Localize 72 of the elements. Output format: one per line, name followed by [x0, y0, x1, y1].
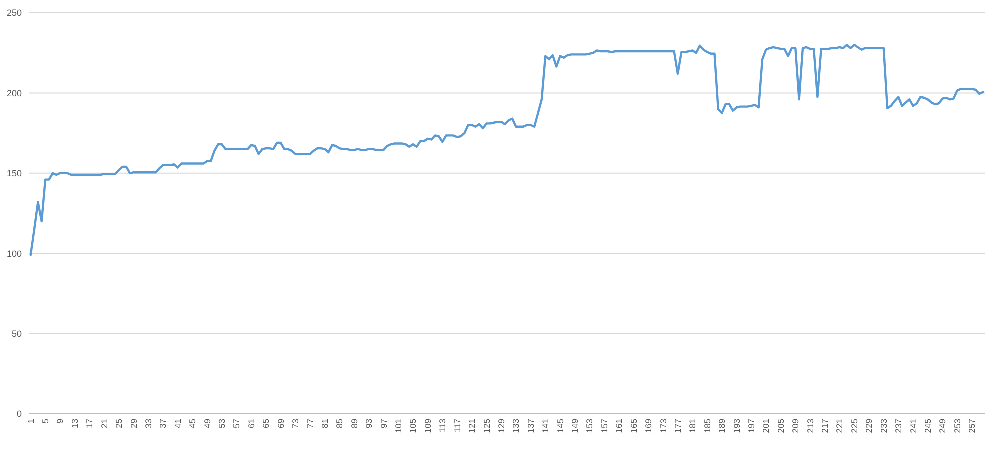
x-tick-label: 245: [922, 418, 933, 434]
x-tick-label: 21: [99, 418, 110, 428]
x-tick-label: 93: [364, 418, 374, 428]
x-tick-label: 145: [555, 418, 566, 434]
x-tick-label: 253: [952, 418, 962, 434]
x-tick-label: 193: [732, 418, 742, 434]
x-tick-label: 121: [467, 418, 478, 434]
x-tick-label: 49: [202, 418, 212, 428]
x-tick-label: 105: [408, 418, 418, 434]
x-tick-label: 125: [482, 418, 492, 434]
x-tick-label: 41: [172, 418, 183, 428]
x-tick-label: 197: [746, 418, 756, 434]
y-tick-label: 50: [12, 328, 22, 339]
x-tick-label: 161: [614, 418, 624, 434]
x-tick-label: 149: [570, 418, 580, 434]
y-tick-label: 100: [6, 248, 22, 259]
x-tick-label: 5: [40, 418, 51, 424]
x-tick-label: 1: [26, 418, 36, 424]
x-tick-label: 73: [290, 418, 301, 428]
x-tick-label: 165: [628, 418, 639, 434]
x-tick-label: 133: [511, 418, 522, 434]
x-tick-label: 37: [158, 418, 168, 428]
x-tick-label: 217: [820, 418, 830, 434]
x-tick-label: 173: [658, 418, 668, 434]
x-tick-label: 201: [761, 418, 772, 434]
x-tick-label: 57: [232, 418, 242, 428]
x-tick-label: 113: [438, 418, 448, 433]
y-tick-label: 200: [6, 88, 22, 98]
x-tick-label: 233: [878, 418, 889, 434]
x-tick-label: 205: [776, 418, 786, 434]
x-tick-label: 117: [452, 418, 462, 433]
x-tick-label: 257: [967, 418, 978, 434]
x-tick-label: 29: [128, 418, 139, 428]
x-tick-label: 97: [378, 418, 389, 428]
x-tick-label: 249: [938, 418, 948, 434]
y-tick-label: 250: [6, 8, 22, 18]
x-tick-label: 185: [702, 418, 712, 434]
x-tick-label: 181: [688, 418, 698, 434]
x-tick-label: 137: [526, 418, 536, 434]
x-tick-label: 153: [584, 418, 595, 434]
x-tick-label: 157: [599, 418, 610, 434]
x-tick-label: 81: [320, 418, 330, 428]
x-tick-label: 189: [717, 418, 728, 434]
x-tick-label: 177: [672, 418, 683, 434]
x-tick-label: 109: [422, 418, 433, 434]
x-tick-label: 129: [496, 418, 506, 434]
x-tick-label: 25: [114, 418, 124, 428]
x-tick-label: 65: [261, 418, 272, 428]
x-tick-label: 89: [349, 418, 360, 428]
x-tick-label: 169: [644, 418, 654, 434]
x-tick-label: 9: [55, 418, 66, 424]
x-tick-label: 69: [276, 418, 286, 428]
x-tick-label: 53: [217, 418, 228, 428]
x-tick-label: 213: [805, 418, 816, 434]
x-tick-label: 237: [894, 418, 904, 434]
x-tick-label: 13: [70, 418, 80, 428]
x-tick-label: 225: [849, 418, 860, 434]
x-tick-label: 85: [334, 418, 345, 428]
x-tick-label: 229: [864, 418, 874, 434]
x-tick-label: 101: [394, 418, 404, 434]
line-series: [30, 44, 984, 256]
x-tick-label: 33: [143, 418, 154, 428]
x-tick-label: 61: [246, 418, 256, 428]
x-tick-label: 17: [84, 418, 95, 428]
y-tick-label: 0: [16, 409, 22, 420]
x-tick-label: 221: [834, 418, 845, 434]
x-tick-label: 77: [305, 418, 316, 428]
x-tick-label: 141: [540, 418, 551, 434]
x-tick-label: 241: [908, 418, 918, 434]
x-tick-label: 45: [188, 418, 198, 428]
x-tick-label: 209: [790, 418, 801, 434]
y-tick-label: 150: [6, 168, 22, 179]
